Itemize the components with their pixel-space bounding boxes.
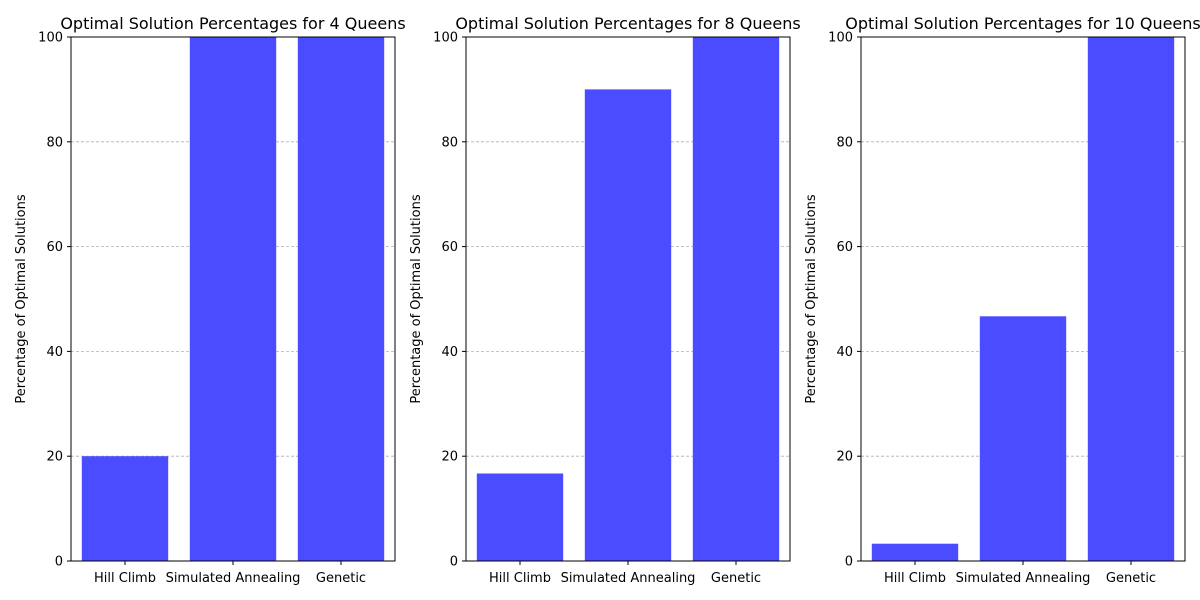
y-axis-label: Percentage of Optimal Solutions — [804, 194, 819, 403]
y-tick-label: 40 — [441, 345, 458, 360]
x-tick-label: Hill Climb — [94, 571, 156, 586]
x-tick-label: Simulated Annealing — [166, 571, 301, 586]
y-axis-label: Percentage of Optimal Solutions — [409, 194, 424, 403]
x-tick-label: Simulated Annealing — [956, 571, 1091, 586]
y-tick-label: 100 — [828, 31, 853, 46]
x-tick-label: Genetic — [316, 571, 366, 586]
y-tick-label: 100 — [433, 31, 458, 46]
chart-title: Optimal Solution Percentages for 10 Quee… — [845, 14, 1200, 33]
bar — [297, 37, 385, 561]
y-tick-label: 80 — [836, 135, 853, 150]
bar — [692, 37, 780, 561]
y-axis-label: Percentage of Optimal Solutions — [14, 194, 29, 403]
x-tick-label: Simulated Annealing — [561, 571, 696, 586]
y-tick-label: 80 — [441, 135, 458, 150]
bar — [871, 543, 959, 561]
y-tick-label: 60 — [441, 240, 458, 255]
y-tick-label: 80 — [46, 135, 63, 150]
bar — [189, 37, 277, 561]
y-tick-label: 40 — [836, 345, 853, 360]
bar — [1087, 37, 1175, 561]
y-tick-label: 60 — [836, 240, 853, 255]
bar — [584, 89, 672, 562]
x-tick-label: Hill Climb — [489, 571, 551, 586]
x-tick-label: Hill Climb — [884, 571, 946, 586]
x-tick-label: Genetic — [711, 571, 761, 586]
y-tick-label: 100 — [38, 31, 63, 46]
chart-panel-4-queens: 0 20 40 60 80 100 Hill Climb Simulated Annealin… — [14, 14, 406, 586]
bar — [81, 456, 169, 561]
y-tick-label: 40 — [46, 345, 63, 360]
x-tick-label: Genetic — [1106, 571, 1156, 586]
bar — [476, 473, 564, 561]
chart-panel-10-queens: 0 20 40 60 80 100 Hill Climb Simulated Annealin… — [804, 14, 1200, 586]
y-tick-label: 0 — [55, 555, 63, 570]
y-tick-label: 0 — [845, 555, 853, 570]
chart-panel-8-queens: 0 20 40 60 80 100 Hill Climb Simulated Annealin… — [409, 14, 801, 586]
chart-title: Optimal Solution Percentages for 4 Queen… — [60, 14, 405, 33]
y-tick-label: 20 — [836, 450, 853, 465]
y-tick-label: 0 — [450, 555, 458, 570]
y-tick-label: 60 — [46, 240, 63, 255]
y-tick-label: 20 — [46, 450, 63, 465]
bar — [979, 316, 1067, 561]
chart-title: Optimal Solution Percentages for 8 Queen… — [455, 14, 800, 33]
y-tick-label: 20 — [441, 450, 458, 465]
